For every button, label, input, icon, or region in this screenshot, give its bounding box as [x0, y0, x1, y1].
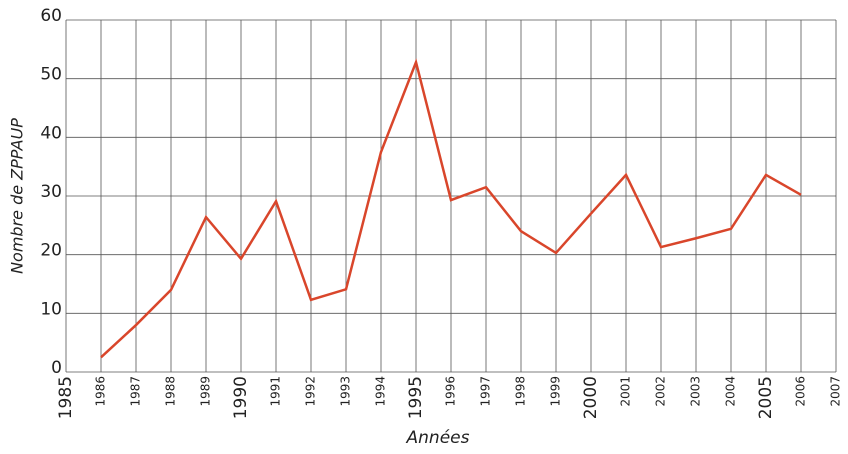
x-tick-label: 1993 [339, 376, 353, 407]
x-tick-label: 2007 [829, 376, 843, 407]
x-tick-label: 1997 [479, 376, 493, 407]
x-tick-label: 1994 [374, 376, 388, 407]
y-tick-label: 20 [40, 241, 62, 261]
x-tick-label: 2001 [619, 376, 633, 407]
y-tick-label: 40 [40, 123, 62, 143]
x-tick-label: 2000 [581, 376, 601, 419]
y-axis-label: Nombre de ZPPAUP [8, 118, 27, 274]
y-tick-label: 0 [51, 358, 62, 378]
x-tick-label: 1995 [406, 376, 426, 419]
x-tick-label: 1986 [94, 376, 108, 407]
x-tick-label: 1991 [269, 376, 283, 407]
y-tick-label: 50 [40, 65, 62, 85]
x-tick-label: 2002 [654, 376, 668, 407]
x-tick-label: 1989 [199, 376, 213, 407]
y-tick-label: 60 [40, 6, 62, 26]
data-line [100, 58, 802, 359]
x-tick-label: 1999 [549, 376, 563, 407]
x-tick-label: 2004 [724, 376, 738, 407]
y-tick-label: 30 [40, 182, 62, 202]
x-tick-label: 1992 [304, 376, 318, 407]
x-tick-label: 1988 [164, 376, 178, 407]
x-tick-label: 1987 [129, 376, 143, 407]
x-tick-label: 2006 [794, 376, 808, 407]
x-axis-label: Années [406, 428, 470, 448]
x-tick-label: 1996 [444, 376, 458, 407]
x-tick-label: 1985 [56, 376, 76, 419]
x-tick-label: 2003 [689, 376, 703, 407]
y-tick-label: 10 [40, 299, 62, 319]
x-tick-label: 2005 [756, 376, 776, 419]
x-tick-label: 1990 [231, 376, 251, 419]
x-tick-label: 1998 [514, 376, 528, 407]
